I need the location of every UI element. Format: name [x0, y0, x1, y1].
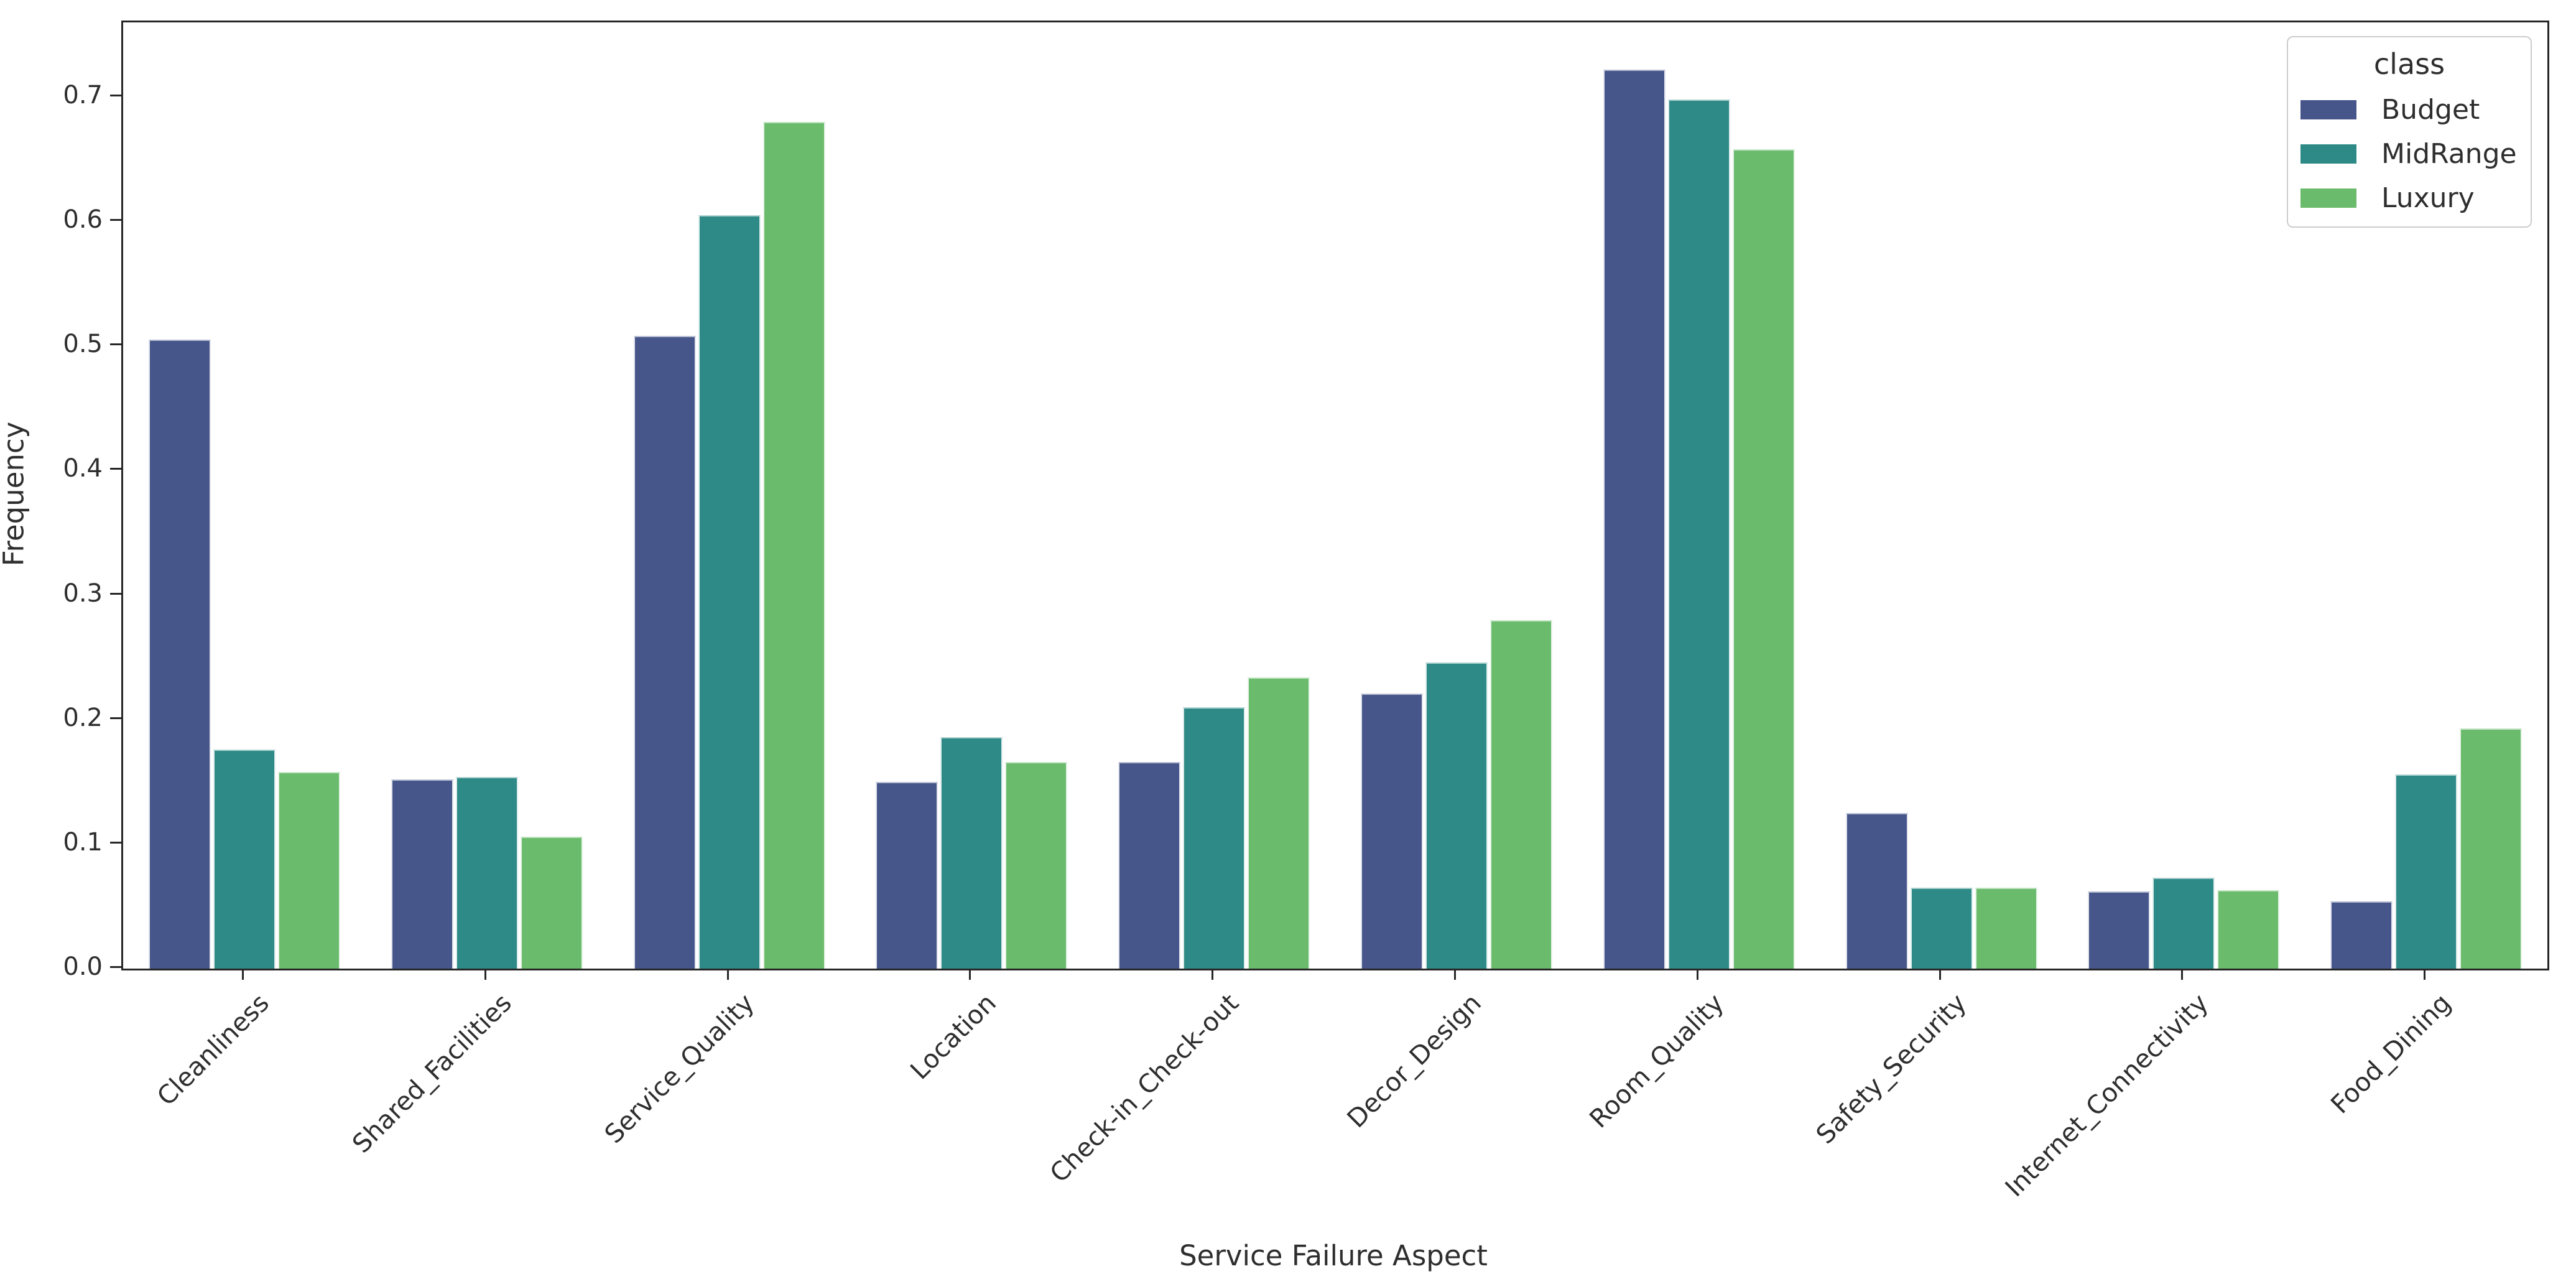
bar-midrange-location [940, 737, 1003, 969]
x-tick-label: Service_Quality [598, 988, 760, 1150]
bar-budget-cleanliness [148, 340, 211, 969]
legend-item-midrange: MidRange [2288, 140, 2531, 169]
x-tick-mark [969, 969, 971, 980]
bar-midrange-safety_security [1910, 887, 1973, 969]
x-tick-label: Check-in_Check-out [1044, 988, 1245, 1189]
x-tick-label: Shared_Facilities [346, 988, 517, 1159]
bar-budget-internet_connectivity [2088, 891, 2151, 969]
bar-luxury-shared_facilities [520, 836, 583, 969]
legend-swatch-midrange [2300, 144, 2356, 164]
y-tick-label: 0.5 [63, 330, 103, 359]
bar-midrange-shared_facilities [455, 776, 518, 969]
bar-midrange-internet_connectivity [2152, 877, 2215, 969]
y-axis-title: Frequency [0, 421, 30, 567]
y-tick-label: 0.1 [63, 827, 103, 857]
y-tick-mark [110, 966, 121, 968]
bar-midrange-food_dining [2395, 774, 2458, 969]
bar-budget-service_quality [633, 336, 696, 969]
legend-item-budget: Budget [2288, 96, 2531, 124]
bar-midrange-check-in_check-out [1183, 707, 1246, 969]
bar-luxury-cleanliness [277, 771, 340, 969]
legend-swatch-luxury [2300, 188, 2356, 208]
x-tick-mark [2181, 969, 2184, 980]
x-tick-label: Location [904, 988, 1003, 1086]
bar-luxury-check-in_check-out [1248, 677, 1310, 969]
legend-item-luxury: Luxury [2288, 184, 2531, 213]
bar-budget-room_quality [1603, 70, 1666, 969]
x-tick-label: Internet_Connectivity [1999, 988, 2215, 1203]
bar-luxury-decor_design [1490, 620, 1552, 969]
y-tick-mark [110, 841, 121, 844]
legend-swatch-budget [2300, 100, 2356, 119]
bar-midrange-room_quality [1667, 100, 1730, 969]
y-tick-label: 0.3 [63, 579, 103, 608]
legend-label: MidRange [2381, 138, 2517, 170]
bar-luxury-safety_security [1975, 887, 2037, 969]
y-tick-mark [110, 592, 121, 595]
legend-title: class [2373, 47, 2445, 81]
y-tick-mark [110, 717, 121, 719]
x-tick-mark [1696, 969, 1698, 980]
legend-label: Luxury [2381, 182, 2475, 214]
bar-luxury-internet_connectivity [2217, 890, 2280, 969]
legend-label: Budget [2381, 94, 2480, 126]
bar-luxury-food_dining [2460, 728, 2523, 969]
y-tick-label: 0.0 [63, 952, 103, 981]
bar-budget-shared_facilities [391, 779, 453, 969]
x-tick-mark [1939, 969, 1941, 980]
x-tick-mark [484, 969, 486, 980]
plot-area [121, 21, 2549, 970]
y-tick-mark [110, 219, 121, 221]
y-tick-mark [110, 343, 121, 346]
x-tick-mark [726, 969, 729, 980]
y-tick-label: 0.4 [63, 454, 103, 483]
x-axis-title: Service Failure Aspect [1179, 1239, 1488, 1272]
x-tick-label: Decor_Design [1341, 988, 1487, 1134]
x-tick-label: Cleanliness [151, 988, 275, 1112]
x-tick-mark [241, 969, 244, 980]
bar-midrange-service_quality [698, 215, 761, 969]
legend: class Budget MidRange Luxury [2287, 36, 2532, 228]
x-tick-label: Safety_Security [1810, 988, 1972, 1150]
bar-budget-food_dining [2330, 901, 2393, 969]
bar-budget-decor_design [1360, 693, 1423, 969]
x-tick-mark [1212, 969, 1214, 980]
bar-luxury-location [1005, 761, 1068, 969]
x-tick-label: Room_Quality [1583, 988, 1730, 1134]
x-tick-mark [1453, 969, 1456, 980]
y-tick-label: 0.6 [63, 205, 103, 235]
bar-luxury-room_quality [1732, 149, 1795, 969]
y-tick-label: 0.7 [63, 81, 103, 110]
bar-midrange-decor_design [1425, 662, 1488, 969]
bar-budget-safety_security [1845, 812, 1908, 969]
bar-budget-location [876, 781, 938, 969]
y-tick-mark [110, 468, 121, 470]
bar-luxury-service_quality [762, 122, 825, 969]
bar-midrange-cleanliness [213, 749, 276, 969]
x-tick-label: Food_Dining [2325, 988, 2457, 1120]
y-tick-label: 0.2 [63, 703, 103, 732]
y-tick-mark [110, 95, 121, 97]
bar-budget-check-in_check-out [1118, 761, 1181, 969]
x-tick-mark [2424, 969, 2426, 980]
